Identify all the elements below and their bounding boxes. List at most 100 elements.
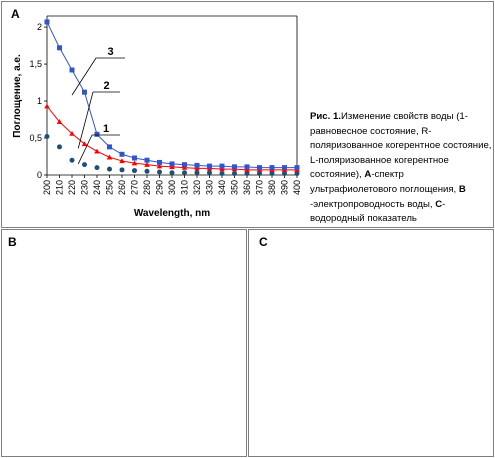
chart-a-series-3-point [69,67,75,73]
chart-a-x-tick-label: 310 [180,180,190,195]
chart-a-x-tick-label: 280 [142,180,152,195]
chart-a-x-tick-label: 330 [205,180,215,195]
chart-a-callout-line [71,57,97,96]
chart-a-y-tick-label: 2 [37,22,42,32]
chart-a-series-3-point [119,151,125,157]
chart-a-x-tick-label: 400 [292,180,302,195]
caption-text-2: -спектр ультрафиолетового поглощения, [310,169,459,195]
chart-a-series-2-point [106,154,113,160]
chart-a-x-tick-label: 320 [192,180,202,195]
chart-a-x-tick-label: 370 [255,180,265,195]
chart-a-series-3-point [282,165,287,171]
chart-a-series-1-point [157,169,162,175]
chart-a-series-3-point [194,162,200,168]
chart-a-series-2-point [244,167,250,173]
chart-a-series-2-point [156,163,163,169]
chart-a-series-2-line [46,105,297,171]
chart-a-series-3-point [182,162,187,168]
chart-a-callout-line [77,91,94,149]
chart-a-x-tick-label: 260 [117,180,127,195]
chart-a-series-3-point [57,45,62,51]
chart-a-series-3-point [244,164,250,170]
chart-a-series-3-point [257,165,262,171]
chart-a-x-tick-label: 360 [242,180,252,195]
chart-a-series-3-point [82,89,87,95]
chart-a-series-3-point [207,163,212,169]
chart-a-series-3-point [144,157,150,163]
chart-a-series-3-point [107,144,112,150]
caption-a-letter: А [364,169,372,181]
chart-a-series-1-point [132,168,137,174]
chart-a-series-2-point [119,158,125,164]
chart-a-series-2-point [56,119,63,124]
chart-a-series-3-point [157,159,162,165]
chart-a-series-label: 3 [107,46,113,58]
chart-a-series-1-point [82,162,87,168]
chart-a-series-2-point [194,165,200,171]
chart-a-series-3-point [232,164,237,170]
chart-a-callout-line [77,134,93,165]
chart-a-series-2-point [219,166,225,172]
chart-a-x-tick-label: 210 [55,180,65,195]
panel-a-letter: A [11,7,20,21]
figure-caption: Рис. 1.Изменение свойств воды (1-равнове… [310,110,492,227]
caption-b-letter: В [458,183,466,195]
chart-a-series-1-point [69,157,75,163]
chart-a-series-1-point [232,171,237,177]
chart-a-series-3-point [94,131,100,137]
chart-a-series-1-point [182,170,187,176]
caption-text-3: -электропроводность воды, [310,198,436,210]
chart-a-x-tick-label: 380 [267,180,277,195]
chart-a-series-label: 2 [103,80,109,92]
chart-a-x-tick-label: 220 [67,180,77,195]
panel-b-letter: B [8,235,17,249]
chart-a-series-1-point [194,170,200,176]
chart-a-series-3-point [269,165,275,171]
chart-a-x-tick-label: 240 [92,180,102,195]
chart-a-series-label: 1 [103,123,109,135]
chart-a-series-2-point [181,164,188,170]
chart-a-x-axis-label: Wavelength, nm [134,208,210,219]
chart-a-series-3-point [169,161,175,167]
chart-a-y-tick-label: 0 [37,170,42,180]
chart-a-series-2-point [144,161,150,167]
chart-a-series-3-point [44,19,50,25]
chart-a-series-1-point [119,167,125,173]
panel-a: A [1,1,494,228]
caption-title: Рис. 1. [310,111,341,122]
chart-a-series-1-point [169,170,175,176]
chart-a-y-axis-label: Поглощение, а.е. [12,54,23,138]
chart-a-series-3-point [219,163,225,169]
chart-a-series-1-point [219,171,225,177]
chart-a-x-tick-label: 340 [217,180,227,195]
chart-a-series-1-point [144,168,150,174]
chart-a-series-1-point [57,144,62,150]
chart-a-series-1-point [94,165,100,171]
chart-a-series-2-point [169,164,175,170]
chart-a-series-2-point [69,130,75,136]
chart-a-series-2-point [94,148,100,154]
panel-c-letter: C [259,235,268,249]
chart-a-series-1-point [44,134,50,140]
chart-a-series-1-point [257,171,262,177]
chart-a-series-1-point [207,170,212,176]
caption-text-4: -водородный показатель [310,198,446,225]
chart-a-y-tick-label: 1 [37,96,42,106]
panel-c: C [248,229,494,457]
chart-a-series-1-point [244,171,250,177]
chart-a-series-2-point [81,141,88,147]
chart-a-x-tick-label: 230 [80,180,90,195]
chart-a-series-1-point [294,171,300,177]
chart-a-series-2-point [44,103,50,109]
chart-a-x-tick-label: 270 [130,180,140,195]
chart-a-series-1-point [282,171,287,177]
chart-a-y-tick-label: 0,5 [29,133,42,143]
chart-a-y-tick-label: 1,5 [29,59,42,69]
chart-a-series-2-point [131,160,138,166]
chart-a-x-tick-label: 390 [280,180,290,195]
panel-b: B [1,229,247,457]
chart-a-x-tick-label: 300 [167,180,177,195]
chart-a-x-tick-label: 350 [230,180,240,195]
chart-a-series-1-point [269,171,275,177]
chart-a-series-3-point [294,165,300,171]
